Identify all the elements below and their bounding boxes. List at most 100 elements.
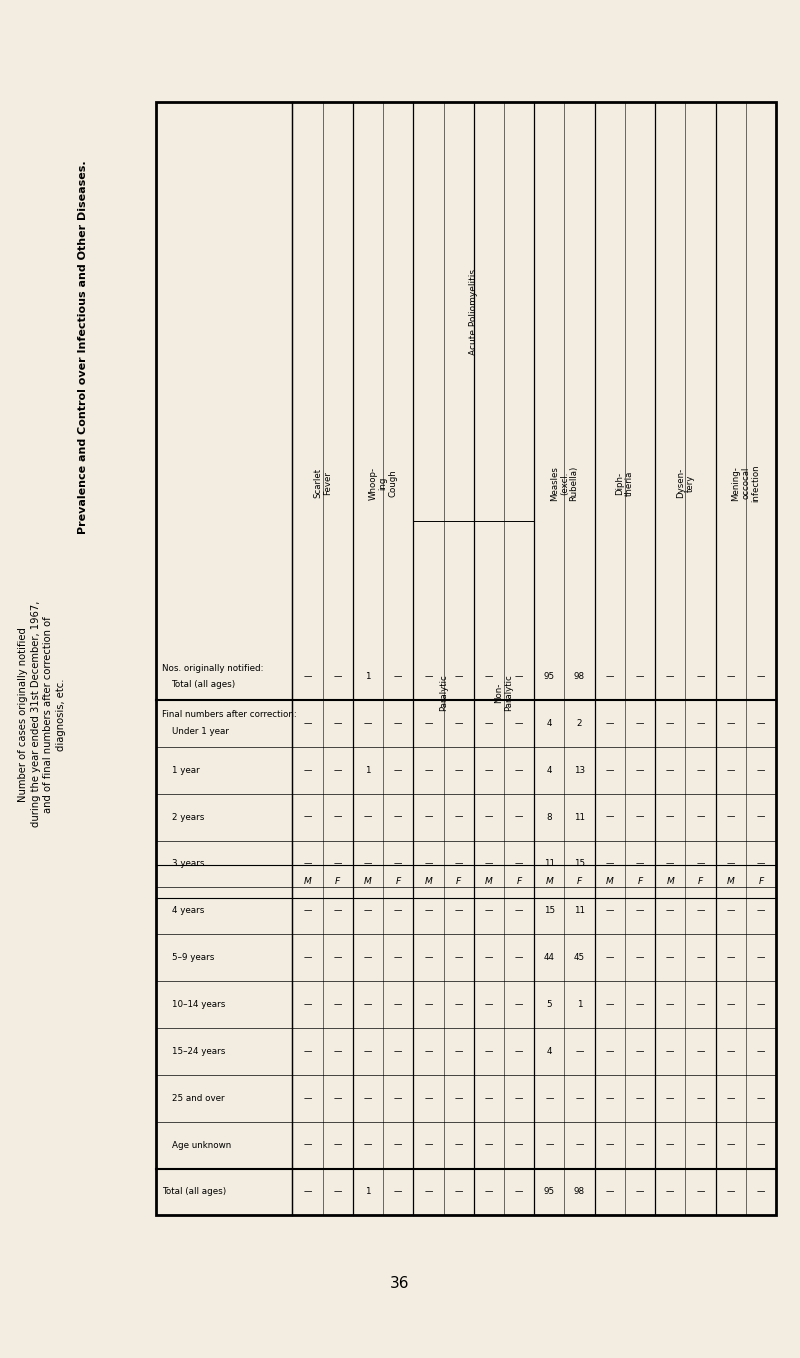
Text: —: — bbox=[454, 766, 463, 774]
Text: —: — bbox=[454, 906, 463, 915]
Text: 10–14 years: 10–14 years bbox=[171, 999, 225, 1009]
Text: —: — bbox=[545, 1093, 554, 1103]
Text: —: — bbox=[545, 1141, 554, 1150]
Text: —: — bbox=[394, 1093, 402, 1103]
Text: —: — bbox=[424, 1187, 433, 1196]
Text: Total (all ages): Total (all ages) bbox=[171, 680, 236, 690]
Text: —: — bbox=[394, 860, 402, 869]
Text: 2 years: 2 years bbox=[171, 812, 204, 822]
Text: Age unknown: Age unknown bbox=[171, 1141, 230, 1150]
Text: —: — bbox=[424, 1047, 433, 1057]
Text: 11: 11 bbox=[544, 860, 555, 869]
Text: —: — bbox=[666, 1141, 674, 1150]
Text: —: — bbox=[303, 718, 312, 728]
Text: —: — bbox=[636, 906, 644, 915]
Text: Scarlet
Fever: Scarlet Fever bbox=[314, 469, 332, 498]
Text: —: — bbox=[394, 1141, 402, 1150]
Text: —: — bbox=[485, 953, 493, 963]
Text: —: — bbox=[606, 766, 614, 774]
Text: M: M bbox=[485, 877, 493, 885]
Text: —: — bbox=[666, 766, 674, 774]
Text: —: — bbox=[636, 812, 644, 822]
Text: —: — bbox=[726, 906, 735, 915]
Text: 4: 4 bbox=[546, 718, 552, 728]
Text: —: — bbox=[696, 1141, 705, 1150]
Text: —: — bbox=[636, 999, 644, 1009]
Text: —: — bbox=[696, 953, 705, 963]
Text: —: — bbox=[303, 999, 312, 1009]
Text: —: — bbox=[485, 812, 493, 822]
Text: Measles
(excl.
Rubella): Measles (excl. Rubella) bbox=[550, 466, 578, 501]
Text: —: — bbox=[364, 999, 372, 1009]
Text: —: — bbox=[303, 1093, 312, 1103]
Text: Whoop-
ing
Cough: Whoop- ing Cough bbox=[369, 467, 398, 500]
Text: —: — bbox=[394, 906, 402, 915]
Text: —: — bbox=[636, 1141, 644, 1150]
Text: —: — bbox=[364, 1141, 372, 1150]
Text: —: — bbox=[515, 999, 523, 1009]
Text: 98: 98 bbox=[574, 672, 585, 680]
Text: —: — bbox=[726, 812, 735, 822]
Text: —: — bbox=[334, 860, 342, 869]
Text: Diph-
theria: Diph- theria bbox=[615, 471, 634, 496]
Text: —: — bbox=[606, 953, 614, 963]
Text: M: M bbox=[364, 877, 372, 885]
Text: —: — bbox=[424, 812, 433, 822]
Text: —: — bbox=[334, 906, 342, 915]
Text: —: — bbox=[334, 1141, 342, 1150]
Text: Under 1 year: Under 1 year bbox=[171, 728, 229, 736]
Text: 15: 15 bbox=[574, 860, 585, 869]
Text: —: — bbox=[485, 1093, 493, 1103]
Text: 13: 13 bbox=[574, 766, 585, 774]
Text: —: — bbox=[303, 1047, 312, 1057]
Text: —: — bbox=[454, 718, 463, 728]
Text: —: — bbox=[454, 999, 463, 1009]
Text: —: — bbox=[303, 1141, 312, 1150]
Text: —: — bbox=[757, 812, 765, 822]
Text: —: — bbox=[666, 812, 674, 822]
Text: —: — bbox=[666, 1047, 674, 1057]
Text: Prevalence and Control over Infectious and Other Diseases.: Prevalence and Control over Infectious a… bbox=[78, 160, 88, 534]
Text: F: F bbox=[698, 877, 703, 885]
Text: —: — bbox=[606, 999, 614, 1009]
Text: 11: 11 bbox=[574, 812, 585, 822]
Text: 1: 1 bbox=[577, 999, 582, 1009]
Text: 1: 1 bbox=[366, 1187, 370, 1196]
Text: —: — bbox=[696, 860, 705, 869]
Text: —: — bbox=[757, 999, 765, 1009]
Text: —: — bbox=[454, 672, 463, 680]
Text: —: — bbox=[515, 953, 523, 963]
Text: Mening-
occocal
infection: Mening- occocal infection bbox=[731, 464, 760, 502]
Text: —: — bbox=[696, 1187, 705, 1196]
Text: —: — bbox=[696, 906, 705, 915]
Text: —: — bbox=[757, 1093, 765, 1103]
Text: —: — bbox=[334, 953, 342, 963]
Text: —: — bbox=[364, 906, 372, 915]
Text: —: — bbox=[424, 1141, 433, 1150]
Text: —: — bbox=[515, 1047, 523, 1057]
Text: —: — bbox=[636, 766, 644, 774]
Text: 1: 1 bbox=[366, 672, 370, 680]
Text: 98: 98 bbox=[574, 1187, 585, 1196]
Text: —: — bbox=[454, 860, 463, 869]
Text: —: — bbox=[606, 1047, 614, 1057]
Text: —: — bbox=[696, 718, 705, 728]
Text: 44: 44 bbox=[544, 953, 555, 963]
Text: —: — bbox=[726, 1187, 735, 1196]
Text: —: — bbox=[424, 860, 433, 869]
Text: —: — bbox=[515, 860, 523, 869]
Text: 5–9 years: 5–9 years bbox=[171, 953, 214, 963]
Text: —: — bbox=[636, 1093, 644, 1103]
Text: —: — bbox=[424, 718, 433, 728]
Text: —: — bbox=[303, 1187, 312, 1196]
Text: —: — bbox=[485, 718, 493, 728]
Text: —: — bbox=[424, 953, 433, 963]
Text: —: — bbox=[424, 999, 433, 1009]
Text: 1: 1 bbox=[366, 766, 370, 774]
Text: —: — bbox=[515, 906, 523, 915]
Text: 5: 5 bbox=[546, 999, 552, 1009]
Text: Dysen-
tery: Dysen- tery bbox=[676, 469, 694, 498]
Text: Total (all ages): Total (all ages) bbox=[162, 1187, 226, 1196]
Text: —: — bbox=[364, 718, 372, 728]
Text: —: — bbox=[394, 672, 402, 680]
